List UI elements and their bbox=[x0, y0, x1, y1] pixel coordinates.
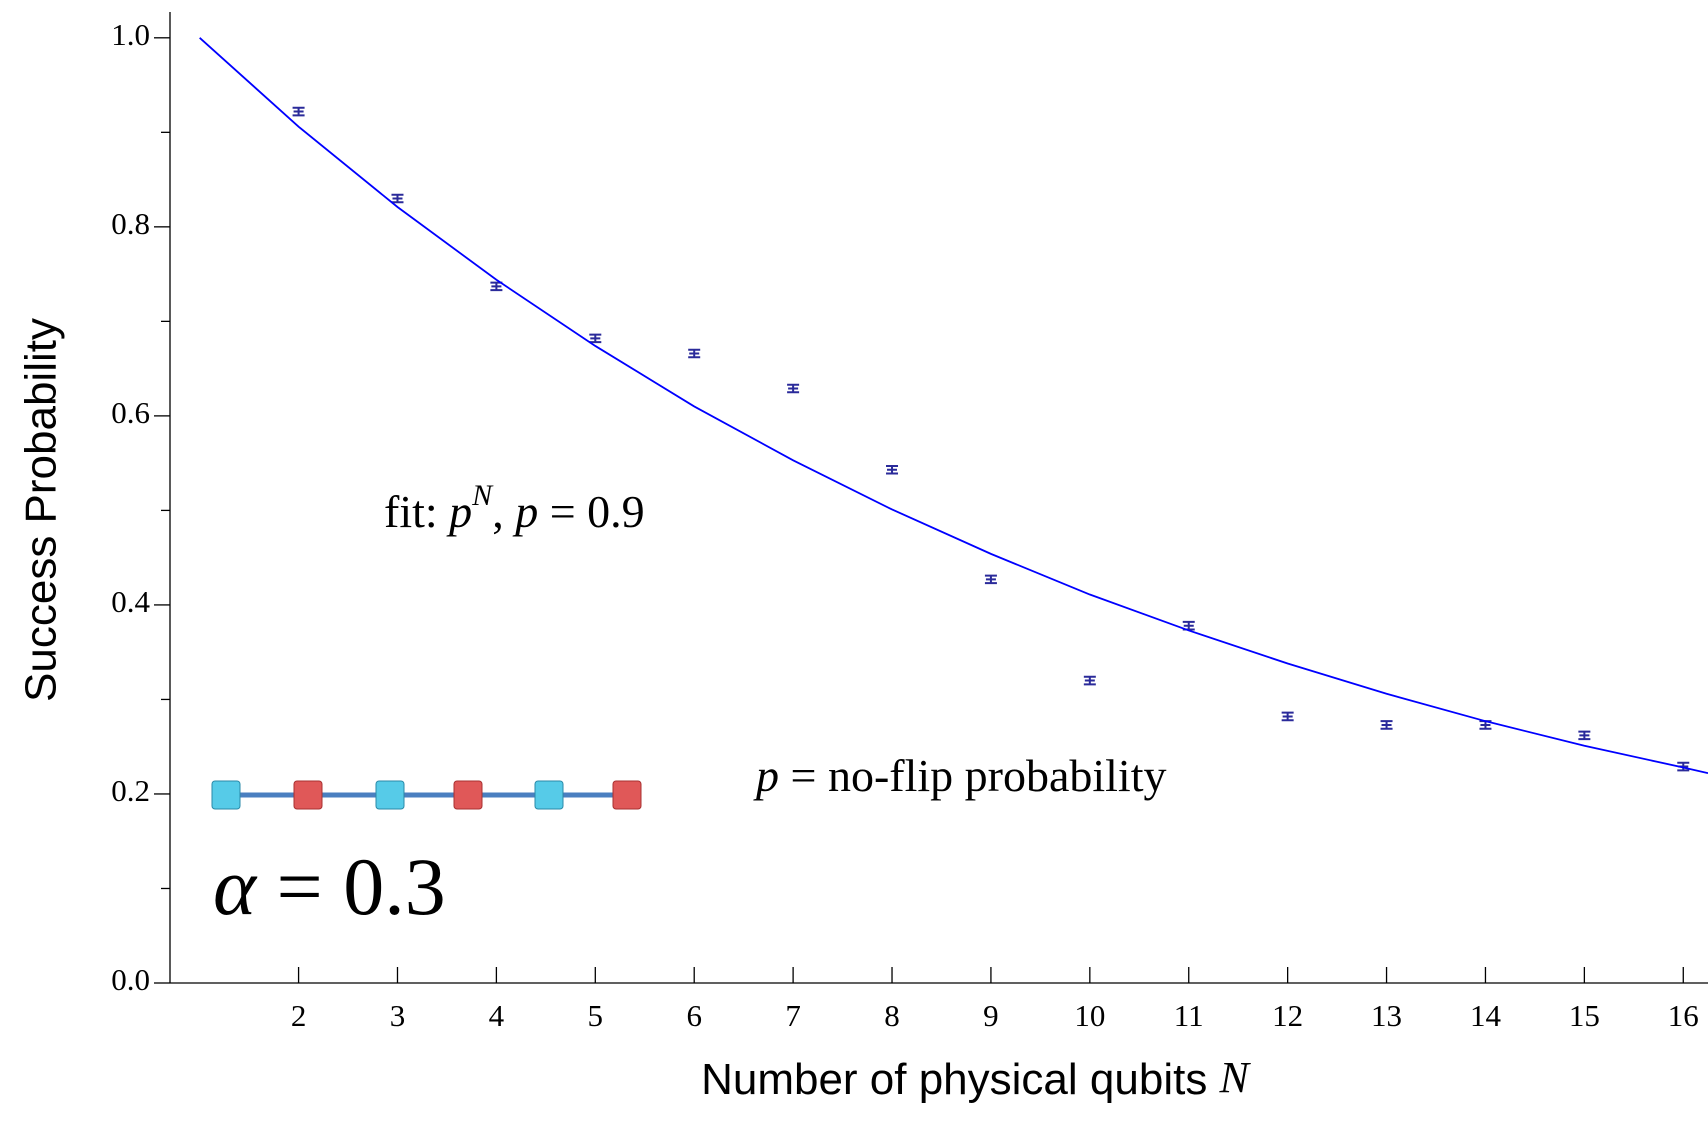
error-bar bbox=[1380, 720, 1393, 730]
x-tick-label: 13 bbox=[1371, 998, 1402, 1033]
fit-annotation: fit: pN, p = 0.9 bbox=[384, 479, 645, 537]
x-tick-label: 8 bbox=[884, 998, 900, 1033]
qubit bbox=[293, 780, 323, 810]
x-axis-label: Number of physical qubits N bbox=[701, 1053, 1251, 1104]
error-bar bbox=[292, 106, 305, 117]
x-tick-label: 5 bbox=[588, 998, 604, 1033]
error-bar bbox=[886, 464, 899, 475]
qubit bbox=[612, 780, 642, 810]
y-tick-label: 0.0 bbox=[111, 962, 150, 997]
error-bar bbox=[1281, 711, 1294, 722]
error-bar bbox=[1677, 761, 1690, 772]
x-tick-label: 3 bbox=[390, 998, 406, 1033]
qubit bbox=[375, 780, 405, 810]
qubit bbox=[534, 780, 564, 810]
y-tick-label: 0.4 bbox=[111, 584, 150, 619]
x-tick-label: 7 bbox=[785, 998, 801, 1033]
error-bar bbox=[1182, 620, 1195, 631]
x-tick-label: 12 bbox=[1272, 998, 1303, 1033]
qubit bbox=[211, 780, 241, 810]
y-tick-label: 1.0 bbox=[111, 17, 150, 52]
qubit bbox=[453, 780, 483, 810]
error-bar bbox=[391, 193, 404, 204]
x-tick-label: 11 bbox=[1174, 998, 1204, 1033]
x-tick-label: 10 bbox=[1074, 998, 1105, 1033]
error-bar bbox=[490, 281, 503, 292]
definition-annotation: p = no-flip probability bbox=[753, 750, 1167, 801]
fit-line bbox=[199, 37, 1708, 775]
x-tick-label: 2 bbox=[291, 998, 307, 1033]
alpha-annotation: α = 0.3 bbox=[213, 841, 446, 932]
x-tick-label: 4 bbox=[489, 998, 505, 1033]
x-tick-label: 16 bbox=[1668, 998, 1699, 1033]
error-bar bbox=[1578, 730, 1591, 741]
x-tick-label: 15 bbox=[1569, 998, 1600, 1033]
x-tick-label: 6 bbox=[686, 998, 702, 1033]
x-tick-label: 9 bbox=[983, 998, 999, 1033]
x-tick-label: 14 bbox=[1470, 998, 1502, 1033]
y-tick-label: 0.2 bbox=[111, 773, 150, 808]
y-tick-label: 0.8 bbox=[111, 206, 150, 241]
chain-illustration bbox=[211, 780, 642, 810]
error-bar bbox=[589, 333, 602, 344]
error-bar bbox=[984, 574, 997, 585]
y-axis-label: Success Probability bbox=[17, 318, 66, 702]
y-tick-label: 0.6 bbox=[111, 395, 150, 430]
error-bar bbox=[787, 383, 800, 394]
error-bar bbox=[688, 348, 701, 359]
error-bar bbox=[1083, 675, 1096, 686]
